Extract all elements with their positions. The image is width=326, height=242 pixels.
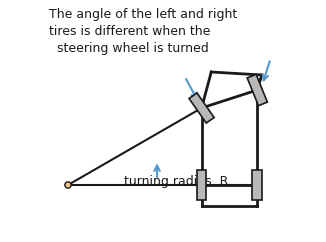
Bar bbox=[252, 170, 262, 200]
Bar bbox=[197, 170, 206, 200]
Bar bbox=[247, 74, 267, 106]
Bar bbox=[189, 93, 214, 123]
Text: The angle of the left and right
tires is different when the
  steering wheel is : The angle of the left and right tires is… bbox=[50, 8, 238, 55]
Circle shape bbox=[65, 182, 71, 188]
Text: turning radius  R: turning radius R bbox=[124, 175, 228, 189]
